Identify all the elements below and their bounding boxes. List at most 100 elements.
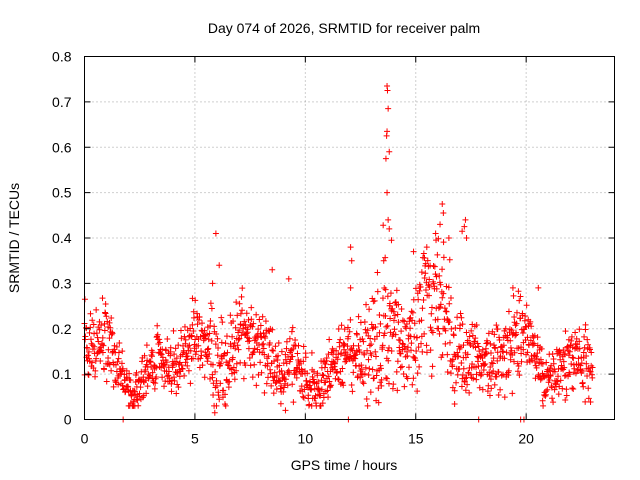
data-point	[395, 301, 402, 308]
data-point	[231, 376, 238, 383]
data-point	[314, 370, 321, 377]
data-point	[143, 342, 150, 349]
data-point	[201, 335, 208, 342]
data-point	[436, 272, 443, 279]
y-tick-label: 0.3	[52, 275, 72, 291]
data-point	[345, 333, 352, 340]
data-point	[486, 392, 493, 399]
data-point	[336, 343, 343, 350]
data-point	[428, 373, 435, 380]
data-point	[462, 354, 469, 361]
data-point	[331, 360, 338, 367]
data-point	[428, 310, 435, 317]
data-point	[277, 400, 284, 407]
data-point	[463, 329, 470, 336]
data-point	[578, 360, 585, 367]
data-point	[245, 345, 252, 352]
data-point	[343, 357, 350, 364]
data-point	[234, 342, 241, 349]
data-point	[184, 362, 191, 369]
data-point	[383, 132, 390, 139]
data-point	[364, 327, 371, 334]
data-point	[361, 351, 368, 358]
data-point	[245, 316, 252, 323]
data-point	[326, 378, 333, 385]
data-point	[440, 239, 447, 246]
data-point	[243, 310, 250, 317]
data-point	[388, 347, 395, 354]
data-point	[433, 285, 440, 292]
data-point	[566, 348, 573, 355]
data-point	[389, 305, 396, 312]
data-point	[178, 335, 185, 342]
data-point	[441, 305, 448, 312]
data-point	[334, 356, 341, 363]
data-point	[164, 336, 171, 343]
data-point	[466, 333, 473, 340]
data-point	[156, 339, 163, 346]
data-point	[270, 390, 277, 397]
data-point	[187, 380, 194, 387]
data-point	[414, 370, 421, 377]
data-point	[378, 382, 385, 389]
data-point	[587, 368, 594, 375]
data-point	[399, 363, 406, 370]
data-point	[147, 359, 154, 366]
data-point	[419, 305, 426, 312]
data-point	[358, 366, 365, 373]
data-point	[157, 350, 164, 357]
data-point	[511, 349, 518, 356]
data-point	[239, 285, 246, 292]
data-point	[219, 319, 226, 326]
data-point	[201, 374, 208, 381]
data-point	[494, 357, 501, 364]
data-point	[188, 333, 195, 340]
data-point	[246, 355, 253, 362]
x-tick-label: 20	[518, 431, 534, 447]
data-point	[141, 352, 148, 359]
data-point	[248, 316, 255, 323]
data-point	[115, 349, 122, 356]
data-point	[437, 303, 444, 310]
data-point	[513, 320, 520, 327]
data-point	[294, 365, 301, 372]
data-point	[384, 322, 391, 329]
data-point	[237, 310, 244, 317]
data-point	[258, 369, 265, 376]
data-point	[384, 293, 391, 300]
data-point	[408, 340, 415, 347]
data-point	[266, 339, 273, 346]
data-point	[557, 356, 564, 363]
data-point	[569, 385, 576, 392]
data-point	[374, 288, 381, 295]
data-point	[211, 409, 218, 416]
data-point	[87, 336, 94, 343]
data-point	[458, 359, 465, 366]
data-point	[134, 397, 141, 404]
data-point	[135, 402, 142, 409]
data-point	[376, 312, 383, 319]
data-point	[185, 367, 192, 374]
data-point	[428, 304, 435, 311]
data-point	[377, 365, 384, 372]
data-point	[467, 371, 474, 378]
data-point	[256, 349, 263, 356]
data-point	[550, 360, 557, 367]
data-point	[225, 362, 232, 369]
data-point	[584, 373, 591, 380]
data-point	[509, 284, 516, 291]
data-point	[335, 325, 342, 332]
data-point	[498, 372, 505, 379]
data-point	[484, 339, 491, 346]
data-point	[91, 330, 98, 337]
data-point	[275, 352, 282, 359]
data-point	[556, 383, 563, 390]
data-point	[269, 347, 276, 354]
data-point	[167, 344, 174, 351]
data-point	[464, 381, 471, 388]
data-point	[137, 384, 144, 391]
data-point	[371, 375, 378, 382]
data-point	[380, 257, 387, 264]
data-point	[404, 344, 411, 351]
data-point	[337, 336, 344, 343]
